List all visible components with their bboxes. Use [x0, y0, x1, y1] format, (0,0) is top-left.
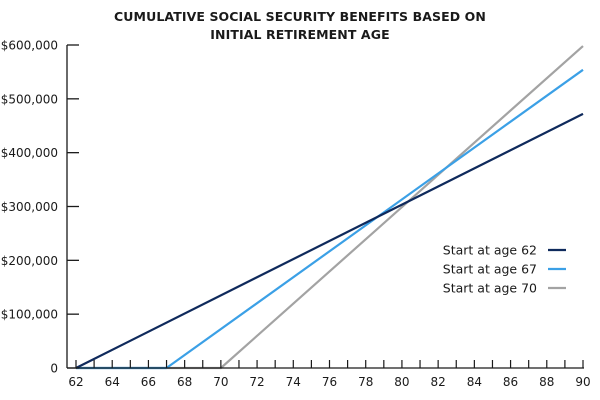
- chart-title: CUMULATIVE SOCIAL SECURITY BENEFITS BASE…: [0, 8, 600, 44]
- y-tick-label: $600,000: [1, 39, 58, 53]
- x-tick-label: 90: [575, 375, 590, 389]
- x-tick-label: 66: [141, 375, 156, 389]
- x-tick-label: 82: [431, 375, 446, 389]
- y-tick-label: $300,000: [1, 200, 58, 214]
- legend: Start at age 62 Start at age 67 Start at a…: [443, 243, 566, 296]
- y-tick-label: 0: [50, 362, 58, 376]
- x-tick-label: 78: [358, 375, 373, 389]
- x-tick-label: 80: [394, 375, 409, 389]
- series-line-0: [75, 112, 584, 369]
- x-tick-label: 84: [467, 375, 482, 389]
- x-tick-label: 68: [177, 375, 192, 389]
- x-tick-label: 86: [503, 375, 518, 389]
- y-tick-label: $500,000: [1, 92, 58, 106]
- x-tick-label: 76: [322, 375, 337, 389]
- y-tick-label: $400,000: [1, 146, 58, 160]
- x-tick-label: 70: [213, 375, 228, 389]
- series-line-2: [76, 45, 584, 370]
- legend-label-1: Start at age 67: [443, 262, 537, 277]
- y-tick-label: $100,000: [1, 308, 58, 322]
- x-tick-label: 88: [539, 375, 554, 389]
- chart-title-line-1: CUMULATIVE SOCIAL SECURITY BENEFITS BASE…: [114, 9, 486, 24]
- x-tick-label: 74: [286, 375, 301, 389]
- legend-label-0: Start at age 62: [443, 243, 537, 258]
- x-tick-label: 64: [105, 375, 120, 389]
- x-tick-label: 72: [249, 375, 264, 389]
- x-tick-label: 62: [68, 375, 83, 389]
- y-tick-label: $200,000: [1, 254, 58, 268]
- axes-layer: 0 $100,000 $200,000 $300,000 $400,000 $500,00…: [1, 39, 591, 390]
- series-layer: [75, 45, 584, 370]
- chart-title-line-2: INITIAL RETIREMENT AGE: [210, 27, 390, 42]
- legend-label-2: Start at age 70: [443, 281, 537, 296]
